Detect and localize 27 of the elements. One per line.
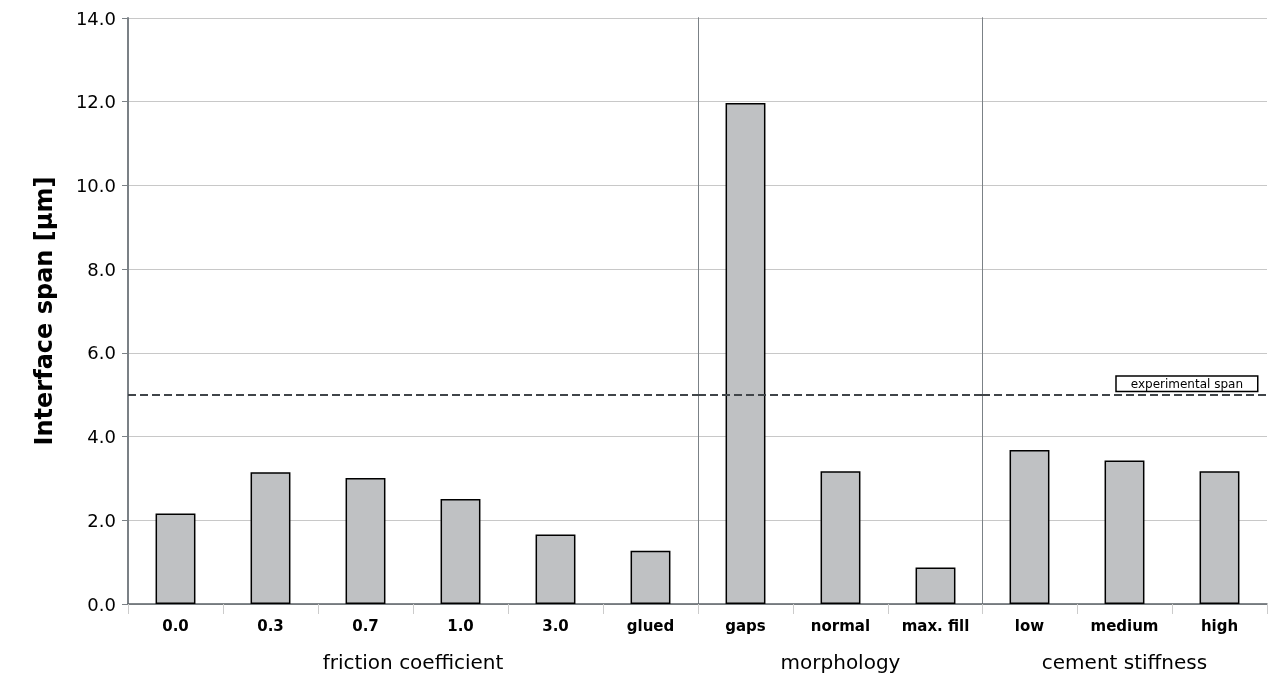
x-tick-label: 1.0: [447, 616, 474, 635]
y-axis-title: Interface span [µm]: [30, 176, 58, 446]
bar: [630, 550, 671, 604]
y-tick-label: 4.0: [87, 426, 116, 448]
x-tick-label: glued: [626, 616, 675, 635]
y-tick-label: 8.0: [87, 258, 116, 280]
x-tick-label: 0.3: [257, 616, 284, 635]
x-tick-label: low: [1015, 616, 1045, 635]
x-tick-label: gaps: [724, 616, 766, 635]
y-tick-label: 2.0: [87, 509, 116, 531]
x-axis-title: cement stiffness: [1042, 650, 1208, 674]
x-axis-title: morphology: [780, 650, 901, 674]
y-tick-label: 10.0: [75, 174, 116, 196]
x-tick-label: 0.7: [352, 616, 379, 635]
x-tick-label: high: [1201, 616, 1239, 635]
x-tick-label: 3.0: [542, 616, 569, 635]
x-tick-label: normal: [810, 616, 870, 635]
x-tick-label: max. fill: [901, 616, 969, 635]
ref-line-label: experimental span: [1130, 376, 1244, 391]
x-axis-title: friction coefficient: [322, 650, 504, 674]
y-tick-label: 6.0: [87, 342, 116, 364]
y-tick-label: 14.0: [75, 7, 116, 29]
x-tick-label: 0.0: [162, 616, 189, 635]
bar: [535, 534, 576, 604]
x-tick-label: medium: [1090, 616, 1159, 635]
y-tick-label: 0.0: [87, 593, 116, 615]
y-tick-label: 12.0: [75, 91, 116, 113]
